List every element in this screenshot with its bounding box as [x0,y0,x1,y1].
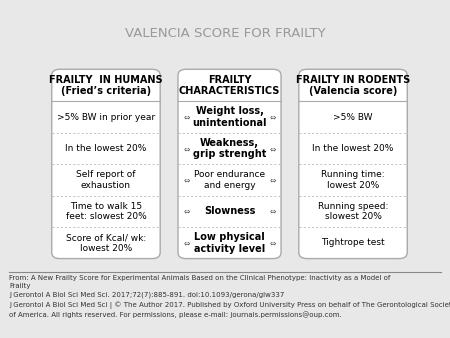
FancyBboxPatch shape [52,69,160,259]
Text: Self report of
exhaustion: Self report of exhaustion [76,170,136,190]
FancyBboxPatch shape [178,69,281,259]
Text: In the lowest 20%: In the lowest 20% [65,144,147,153]
Text: Tightrope test: Tightrope test [321,238,385,247]
Text: ⇔: ⇔ [183,238,190,247]
Text: ⇔: ⇔ [269,144,276,153]
Text: FRAILTY IN RODENTS
(Valencia score): FRAILTY IN RODENTS (Valencia score) [296,75,410,96]
Text: VALENCIA SCORE FOR FRAILTY: VALENCIA SCORE FOR FRAILTY [125,27,325,40]
Text: Time to walk 15
feet: slowest 20%: Time to walk 15 feet: slowest 20% [66,202,146,221]
Text: ⇔: ⇔ [183,113,190,122]
FancyBboxPatch shape [299,69,407,259]
Text: ⇔: ⇔ [183,207,190,216]
Text: Weight loss,
unintentional: Weight loss, unintentional [192,106,267,128]
Text: ⇔: ⇔ [269,238,276,247]
Text: Poor endurance
and energy: Poor endurance and energy [194,170,265,190]
Text: In the lowest 20%: In the lowest 20% [312,144,394,153]
Text: ⇔: ⇔ [269,207,276,216]
Text: Weakness,
grip strenght: Weakness, grip strenght [193,138,266,160]
Text: FRAILTY  IN HUMANS
(Fried’s criteria): FRAILTY IN HUMANS (Fried’s criteria) [49,75,163,96]
Text: Running speed:
slowest 20%: Running speed: slowest 20% [318,202,388,221]
Text: >5% BW: >5% BW [333,113,373,122]
Text: FRAILTY
CHARACTERISTICS: FRAILTY CHARACTERISTICS [179,75,280,96]
Text: Score of Kcal/ wk:
lowest 20%: Score of Kcal/ wk: lowest 20% [66,233,146,252]
Text: ⇔: ⇔ [269,113,276,122]
Text: ⇔: ⇔ [183,144,190,153]
Text: Running time:
lowest 20%: Running time: lowest 20% [321,170,385,190]
Text: ⇔: ⇔ [269,175,276,185]
Text: From: A New Frailty Score for Experimental Animals Based on the Clinical Phenoty: From: A New Frailty Score for Experiment… [9,275,450,318]
Text: ⇔: ⇔ [183,175,190,185]
Text: Low physical
activity level: Low physical activity level [194,232,265,254]
Text: Slowness: Slowness [204,207,255,216]
Text: >5% BW in prior year: >5% BW in prior year [57,113,155,122]
